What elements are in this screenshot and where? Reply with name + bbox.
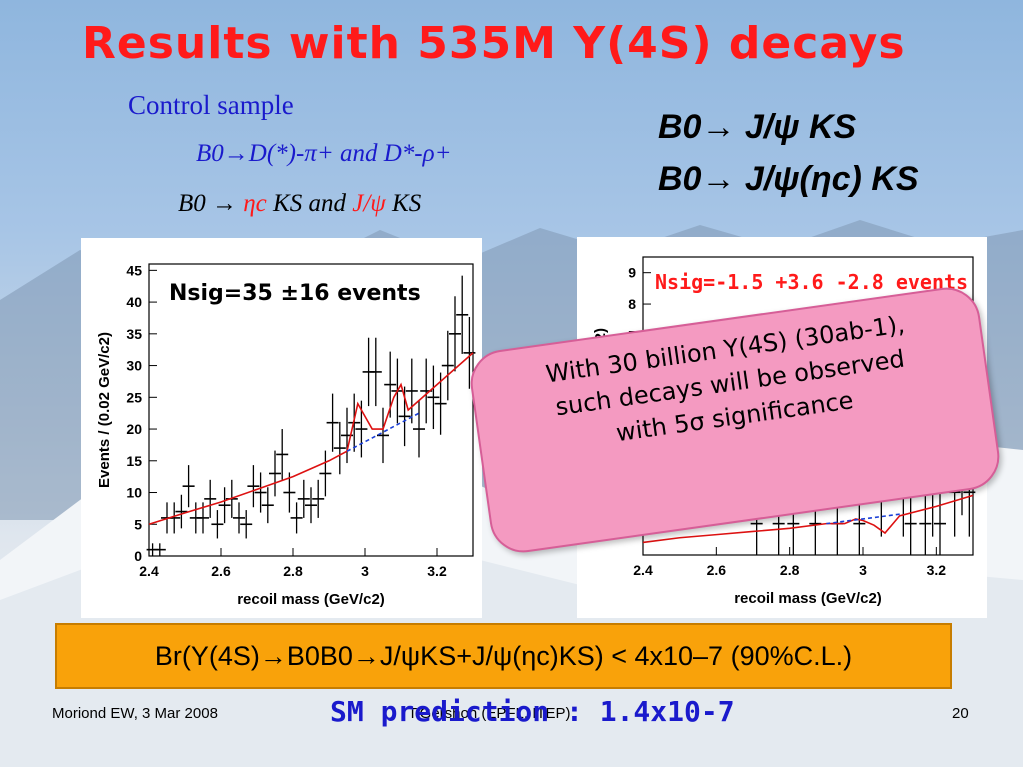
etac-label: ηc [243, 190, 267, 217]
x-tick-label: 3.2 [427, 563, 447, 579]
y-tick-label: 30 [126, 358, 142, 374]
line2-mid: KS and [266, 190, 353, 217]
branching-ratio-text: Br(Y(4S)→B0B0→J/ψKS+J/ψ(ηc)KS) < 4x10–7 … [154, 640, 853, 671]
total-fit-line [148, 352, 474, 526]
y-tick-label: 20 [126, 421, 142, 437]
footer-conference: Moriond EW, 3 Mar 2008 [52, 705, 218, 722]
x-tick-label: 3.2 [927, 562, 947, 578]
y-tick-label: 8 [628, 296, 636, 312]
y-tick-label: 5 [134, 516, 142, 532]
branching-ratio-box: Br(Y(4S)→B0B0→J/ψKS+J/ψ(ηc)KS) < 4x10–7 … [55, 623, 952, 689]
x-tick-label: 3 [361, 563, 369, 579]
slide-title: Results with 535M Y(4S) decays [82, 18, 906, 69]
y-axis-label: Events / (0.02 GeV/c2) [96, 332, 113, 488]
y-tick-label: 25 [126, 389, 142, 405]
jpsi-label: J/ψ [352, 190, 386, 217]
background-fit-line [826, 513, 900, 525]
nsig-annotation: Nsig=-1.5 +3.6 -2.8 events [655, 270, 968, 294]
x-tick-label: 2.8 [780, 562, 800, 578]
y-tick-label: 10 [126, 485, 142, 501]
channel-jpsi-ks: B0→ J/ψ KS [658, 108, 857, 146]
control-channel-line-2: B0 → ηc KS and J/ψ KS [178, 190, 421, 218]
x-tick-label: 2.8 [283, 563, 303, 579]
plot-panel-left: 2.4 2.6 2.8 3 3.2 0 5 10 15 20 25 30 35 40 45 recoil ma… [81, 238, 482, 618]
y-tick-label: 15 [126, 453, 142, 469]
x-axis-label: recoil mass (GeV/c2) [237, 591, 385, 608]
y-tick-label: 45 [126, 262, 142, 278]
line2-suffix: KS [385, 190, 422, 217]
x-tick-label: 3 [859, 562, 867, 578]
x-tick-label: 2.6 [211, 563, 231, 579]
footer-page-number: 20 [952, 705, 969, 722]
y-tick-label: 0 [134, 548, 142, 564]
sm-prediction: SM prediction : 1.4x10-7 [330, 695, 735, 728]
y-tick-label: 40 [126, 294, 142, 310]
footer-author: T.Gershon (EPFL, ITEP) [408, 705, 571, 722]
left-histogram: 2.4 2.6 2.8 3 3.2 0 5 10 15 20 25 30 35 40 45 recoil ma… [96, 262, 476, 608]
line2-prefix: B0 → [178, 190, 244, 217]
x-tick-label: 2.4 [139, 563, 159, 579]
x-tick-label: 2.6 [707, 562, 727, 578]
x-axis-label: recoil mass (GeV/c2) [734, 590, 882, 607]
control-sample-label: Control sample [128, 90, 294, 120]
y-tick-label: 9 [628, 265, 636, 281]
x-tick-label: 2.4 [633, 562, 653, 578]
channel-jpsi-etac-ks: B0→ J/ψ(ηc) KS [658, 160, 919, 198]
nsig-annotation: Nsig=35 ±16 events [169, 281, 421, 306]
y-tick-label: 35 [126, 326, 142, 342]
control-channel-line: B0→D(*)-π+ and D*-ρ+ [196, 140, 452, 167]
plot-frame [148, 263, 474, 557]
